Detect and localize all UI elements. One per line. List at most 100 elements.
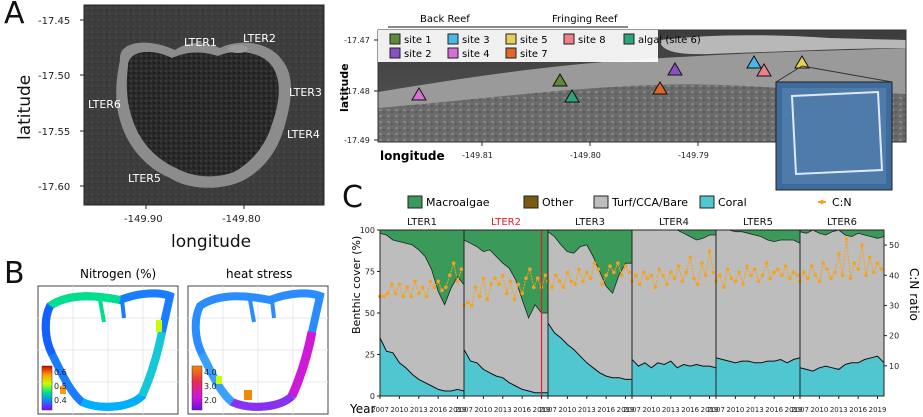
point-cn: [493, 276, 497, 281]
area-turf: [799, 229, 885, 397]
area-coral: [631, 358, 717, 397]
heat-colorbar: [191, 365, 203, 411]
line-cn: [799, 239, 882, 283]
point-cn: [417, 291, 421, 296]
point-cn: [512, 297, 517, 302]
x-tick-label: 2007: [623, 406, 641, 414]
x-tick-label: 2007: [455, 406, 473, 414]
legend-label-macroalgae: Macroalgae: [426, 196, 490, 209]
panel-label-c: C: [342, 180, 363, 215]
point-cn: [729, 276, 734, 281]
legend-label-site1: site 1: [404, 35, 432, 46]
point-cn: [436, 279, 440, 284]
point-cn: [665, 282, 669, 287]
point-cn: [703, 273, 708, 278]
point-cn: [420, 285, 425, 290]
point-cn: [868, 255, 872, 259]
point-cn: [795, 273, 800, 278]
x-tick-label: 2016: [429, 406, 447, 414]
point-cn: [557, 279, 562, 284]
marker-site8: [756, 63, 772, 77]
chart-y2-label: C:N ratio: [907, 268, 921, 321]
point-cn: [653, 285, 658, 290]
point-cn: [428, 279, 433, 284]
point-cn: [409, 294, 413, 299]
nitrogen-colorbar: [41, 365, 53, 411]
x-tick-label: 2007: [791, 406, 809, 414]
legend-swatch-site8: [563, 33, 575, 45]
legend-label-site4: site 4: [462, 49, 490, 60]
y-tick-label: 50: [365, 309, 375, 318]
legend-swatch-site1: [389, 33, 401, 45]
point-cn: [508, 279, 513, 284]
point-cn: [550, 285, 554, 290]
point-cn: [413, 279, 417, 284]
y-tick: -17.49: [344, 136, 370, 145]
point-cn: [753, 267, 757, 271]
point-cn: [401, 294, 406, 299]
marker-site4: [411, 87, 427, 101]
point-cn: [707, 249, 712, 253]
point-cn: [718, 273, 722, 278]
point-cn: [825, 267, 829, 271]
x-tick-label: 2010: [558, 406, 576, 414]
marker-site2: [667, 62, 683, 76]
point-cn: [481, 276, 486, 281]
y-tick-label: 25: [365, 351, 375, 360]
point-cn: [733, 279, 738, 284]
point-cn: [817, 279, 822, 284]
point-cn: [840, 273, 845, 278]
legend-label-site2: site 2: [404, 49, 432, 60]
y-tick-label: 100: [360, 226, 375, 235]
point-cn: [528, 267, 532, 271]
y2-tick-label: 40: [889, 271, 899, 280]
point-cn: [440, 288, 444, 293]
x-tick: -149.81: [462, 151, 493, 160]
marker-site1: [552, 73, 568, 87]
point-cn: [741, 282, 745, 287]
colorbar-tick: 2.0: [204, 396, 217, 405]
panel-label-a: A: [4, 0, 25, 31]
point-cn: [600, 282, 605, 287]
chart-x-label: Year: [349, 402, 375, 416]
x-tick-label: 2016: [765, 406, 783, 414]
point-cn: [638, 282, 642, 287]
area-coral: [799, 355, 885, 397]
colorbar-tick: 4.0: [204, 368, 217, 377]
line-cn: [463, 267, 546, 307]
point-cn: [684, 270, 689, 275]
point-cn: [791, 270, 796, 275]
point-cn: [608, 264, 612, 268]
point-cn: [596, 267, 601, 271]
point-cn: [764, 261, 769, 265]
site-label-lter2: LTER2: [243, 32, 276, 45]
x-tick-label: 2016: [513, 406, 531, 414]
point-cn: [569, 279, 574, 284]
point-cn: [393, 291, 398, 296]
x-tick-label: 2010: [810, 406, 828, 414]
legend-swatch-site3: [447, 33, 459, 45]
legend-label-algal: algal (site 6): [638, 35, 701, 46]
x-tick-label: 2019: [533, 406, 551, 414]
island-shape: [126, 51, 279, 177]
site-labels: LTER1 LTER2 LTER3 LTER4 LTER5 LTER6: [88, 32, 322, 185]
x-tick-label: 2010: [642, 406, 660, 414]
panel-title: LTER1: [407, 217, 437, 228]
point-cn: [745, 264, 749, 268]
point-cn: [860, 243, 864, 247]
x-tick-label: 2019: [785, 406, 803, 414]
point-cn: [696, 282, 700, 287]
point-cn: [784, 264, 788, 268]
point-cn: [565, 270, 570, 275]
legend-label-coral: Coral: [718, 196, 747, 209]
panel-title: LTER6: [827, 217, 857, 228]
point-cn: [829, 276, 833, 281]
point-cn: [397, 282, 402, 287]
point-cn: [623, 264, 628, 268]
x-tick-label: 2010: [726, 406, 744, 414]
point-cn: [485, 297, 490, 302]
panel-title: LTER2: [491, 217, 521, 228]
panel-title: LTER5: [743, 217, 773, 228]
chart-panel-lter2: LTER2 2007 2010 2013 2016 2019: [455, 217, 550, 414]
